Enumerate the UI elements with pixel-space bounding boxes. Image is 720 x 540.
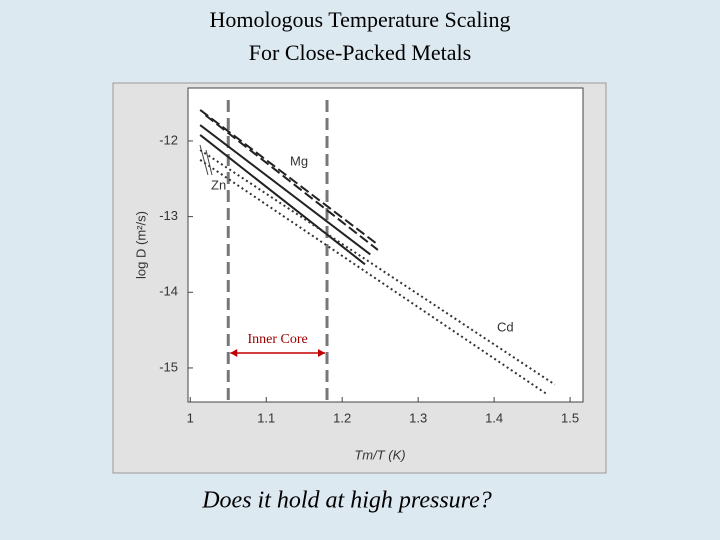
x-tick-label: 1.5 [561, 410, 579, 425]
title-line: For Close-Packed Metals [249, 40, 471, 65]
x-tick-label: 1.3 [409, 410, 427, 425]
x-tick-label: 1.2 [333, 410, 351, 425]
title-line: Homologous Temperature Scaling [209, 7, 510, 32]
series-line [199, 134, 366, 266]
series-line [199, 124, 371, 256]
x-tick-label: 1 [187, 410, 194, 425]
series-label: Mg [290, 153, 308, 168]
series-label: Cd [497, 319, 514, 334]
series-line [204, 114, 379, 251]
series-line [199, 149, 556, 386]
x-tick-label: 1.4 [485, 410, 503, 425]
series-line [199, 109, 379, 246]
y-tick-label: -14 [159, 284, 178, 299]
plot-area [187, 87, 584, 403]
y-tick-label: -12 [159, 132, 178, 147]
y-axis-label: log D (m²/s) [133, 211, 148, 279]
series-label: Zn [211, 177, 226, 192]
annotation: Inner Core [248, 332, 308, 347]
x-axis-label: Tm/T (K) [354, 447, 405, 462]
y-tick-label: -13 [159, 208, 178, 223]
leader-line [199, 144, 213, 176]
x-tick-label: 1.1 [257, 410, 275, 425]
y-tick-label: -15 [159, 359, 178, 374]
caption: Does it hold at high pressure? [201, 488, 492, 514]
